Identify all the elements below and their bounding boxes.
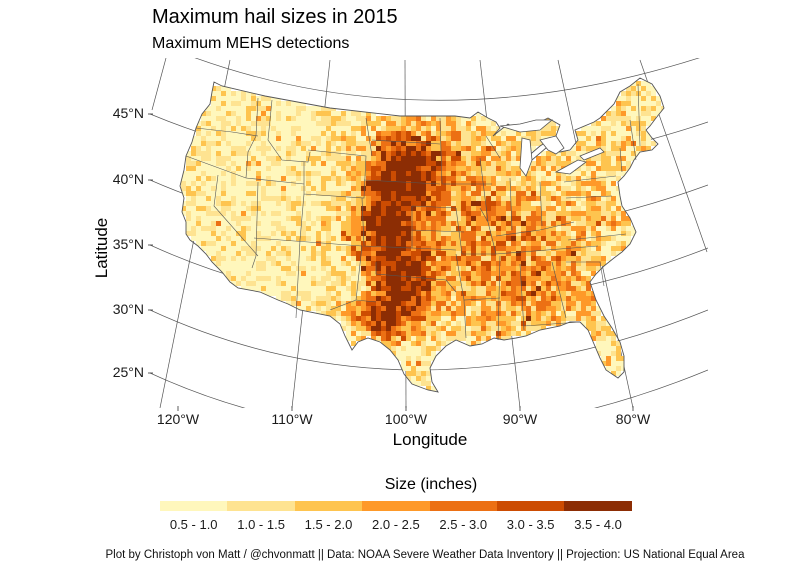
legend-swatch (227, 501, 295, 511)
legend-swatch (294, 501, 363, 511)
legend-labels: 0.5 - 1.0 1.0 - 1.5 1.5 - 2.0 2.0 - 2.5 2.5 … (160, 517, 632, 532)
x-tick-label: 100°W (384, 411, 428, 427)
great-lakes (499, 119, 605, 177)
x-axis-title: Longitude (392, 430, 468, 449)
x-tick-label: 110°W (271, 411, 313, 427)
legend-swatch (160, 501, 228, 511)
caption: Plot by Christoph von Matt / @chvonmatt … (105, 549, 745, 561)
axis-ticks (148, 113, 634, 411)
y-tick-label: 40°N (112, 171, 144, 187)
legend-label: 0.5 - 1.0 (169, 517, 218, 532)
x-tick-label: 120°W (156, 411, 200, 427)
legend-label: 3.5 - 4.0 (574, 517, 622, 532)
legend-swatch (564, 501, 632, 511)
legend-label: 3.0 - 3.5 (506, 517, 555, 532)
x-tick-label: 90°W (502, 411, 538, 427)
x-tick-label: 80°W (615, 411, 651, 427)
y-axis-title: Latitude (92, 217, 111, 279)
legend-swatch (362, 501, 430, 511)
y-tick-label: 25°N (112, 364, 144, 380)
legend-label: 2.0 - 2.5 (372, 517, 420, 532)
legend-label: 1.0 - 1.5 (237, 517, 285, 532)
chart-subtitle: Maximum MEHS detections (152, 35, 350, 52)
state-borders (185, 83, 641, 341)
y-tick-label: 35°N (112, 236, 144, 252)
legend-label: 1.5 - 2.0 (304, 517, 353, 532)
legend-color-bar (160, 501, 632, 511)
chart-title: Maximum hail sizes in 2015 (152, 6, 398, 28)
y-tick-label: 45°N (112, 105, 144, 121)
legend-swatch (429, 501, 497, 511)
legend-title: Size (inches) (384, 476, 478, 493)
y-tick-label: 30°N (112, 301, 144, 317)
legend-swatch (496, 501, 565, 511)
legend-label: 2.5 - 3.0 (439, 517, 488, 532)
hail-heatmap (181, 81, 664, 391)
